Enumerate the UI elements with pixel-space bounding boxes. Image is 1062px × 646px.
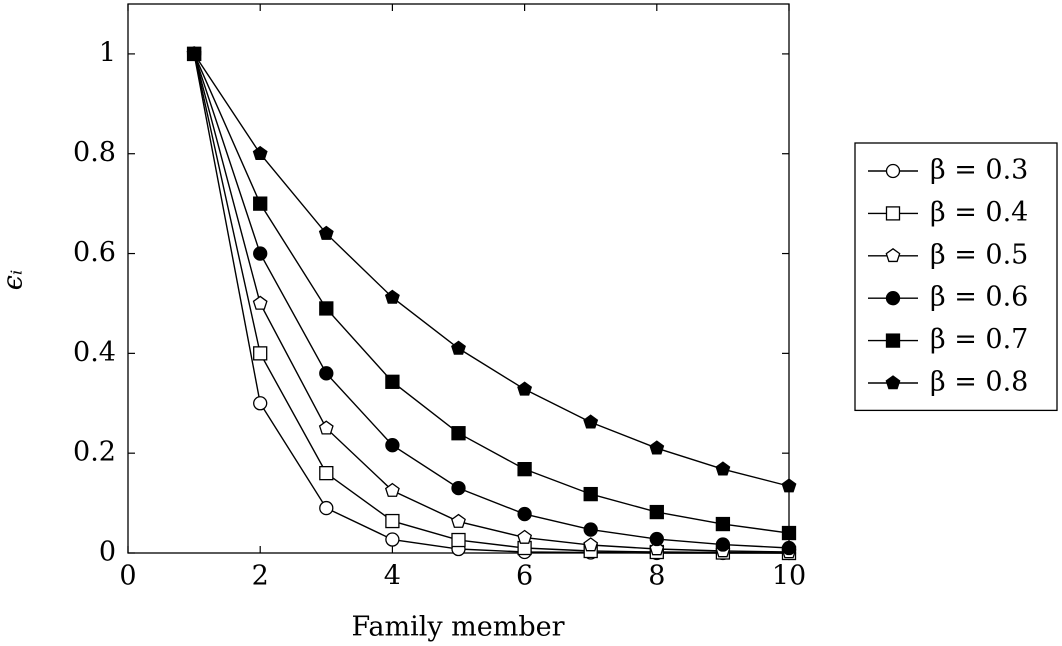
- data-point: [781, 525, 797, 541]
- x-tick-label: 2: [252, 561, 269, 592]
- data-point: [318, 225, 334, 240]
- data-point: [715, 516, 731, 532]
- y-axis-label: ϵᵢ: [0, 270, 29, 291]
- data-point: [583, 486, 598, 502]
- data-point: [385, 532, 400, 547]
- data-point: [517, 462, 532, 477]
- x-axis-label: Family member: [351, 612, 564, 643]
- legend-marker: [885, 247, 901, 263]
- data-point: [715, 461, 731, 476]
- y-tick-label: 0: [99, 537, 116, 568]
- data-point: [384, 482, 400, 497]
- y-tick-label: 0.8: [73, 137, 116, 168]
- legend-marker: [885, 375, 901, 390]
- series-line: [193, 53, 790, 553]
- legend-label: β = 0.6: [930, 282, 1028, 313]
- data-point: [451, 340, 466, 355]
- data-point: [252, 295, 268, 310]
- x-tick-label: 10: [772, 561, 806, 592]
- data-point: [583, 414, 599, 429]
- data-point: [583, 537, 599, 552]
- data-point: [451, 426, 466, 441]
- legend-marker: [885, 291, 901, 306]
- series-line: [193, 53, 790, 554]
- legend-marker: [885, 333, 901, 348]
- series-line: [193, 53, 790, 549]
- data-point: [253, 396, 268, 411]
- y-tick-label: 0.6: [73, 237, 116, 268]
- series-line: [193, 53, 790, 487]
- series-line: [193, 53, 789, 554]
- data-point: [715, 537, 731, 552]
- legend-label: β = 0.8: [930, 367, 1028, 398]
- data-point: [649, 440, 665, 455]
- data-point: [319, 465, 334, 481]
- y-tick-label: 1: [99, 37, 116, 68]
- legend-label: β = 0.7: [930, 324, 1028, 355]
- y-tick-label: 0.4: [73, 337, 116, 368]
- data-point: [319, 500, 334, 516]
- data-point: [186, 46, 202, 61]
- x-tick-label: 4: [384, 561, 401, 592]
- legend-label: β = 0.5: [930, 239, 1028, 270]
- data-point: [252, 145, 268, 161]
- data-point: [451, 513, 466, 528]
- y-tick-label: 0.2: [73, 437, 116, 468]
- data-point: [253, 196, 268, 211]
- x-tick-label: 8: [648, 561, 665, 592]
- data-point: [649, 504, 664, 520]
- data-point: [384, 289, 400, 304]
- data-point: [319, 301, 334, 316]
- data-point: [451, 532, 466, 548]
- data-point: [385, 438, 400, 453]
- legend-label: β = 0.3: [930, 155, 1028, 186]
- data-point: [385, 513, 400, 529]
- data-point: [517, 529, 533, 544]
- data-point: [318, 420, 334, 435]
- legend-marker: [885, 206, 901, 221]
- data-point: [253, 246, 268, 261]
- data-point: [781, 478, 797, 493]
- data-point: [517, 506, 532, 522]
- data-point: [451, 480, 466, 496]
- legend-label: β = 0.4: [930, 197, 1028, 228]
- data-point: [385, 374, 400, 389]
- plot-frame: [127, 3, 790, 554]
- data-point: [583, 522, 598, 537]
- data-point: [781, 540, 797, 556]
- data-point: [649, 531, 664, 547]
- x-tick-label: 6: [516, 561, 533, 592]
- series-line: [193, 53, 790, 534]
- data-point: [319, 366, 334, 381]
- data-point: [517, 381, 533, 396]
- legend-box: [854, 142, 1058, 412]
- x-tick-label: 0: [119, 561, 136, 592]
- legend-marker: [885, 163, 901, 179]
- data-point: [253, 346, 268, 361]
